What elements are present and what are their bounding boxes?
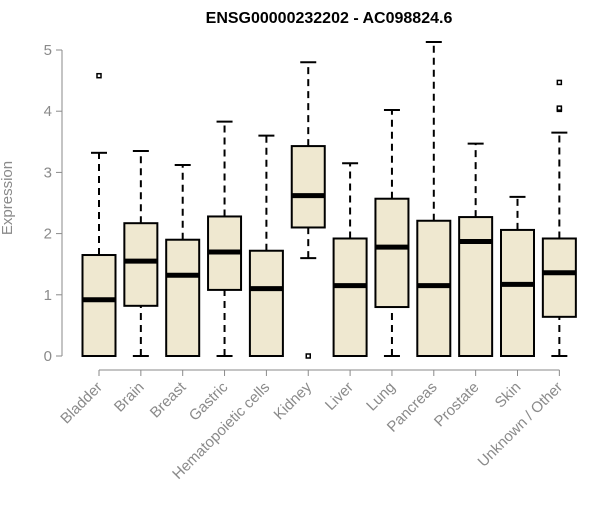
x-tick-label: Liver — [322, 379, 357, 414]
outlier-point — [556, 79, 563, 86]
outlier-point — [96, 72, 102, 79]
box-pancreas — [416, 41, 452, 357]
outlier-point — [556, 105, 563, 111]
y-tick-label: 1 — [44, 287, 52, 304]
x-tick-label: Brain — [111, 379, 148, 416]
x-tick-label: Breast — [147, 378, 190, 421]
box-gastric — [207, 120, 243, 357]
y-tick-label: 5 — [44, 42, 52, 59]
y-tick-label: 4 — [44, 103, 52, 120]
x-tick-label: Lung — [363, 379, 399, 415]
x-tick-label: Bladder — [57, 379, 106, 428]
y-tick-label: 2 — [44, 226, 52, 243]
box-iqr — [541, 237, 577, 318]
box-brain — [123, 149, 159, 357]
box-iqr — [416, 219, 452, 357]
box-iqr — [332, 237, 368, 357]
chart-title: ENSG00000232202 - AC098824.6 — [206, 10, 453, 27]
outlier-point — [305, 353, 311, 359]
box-iqr — [500, 228, 535, 357]
x-tick-label: Skin — [492, 379, 525, 412]
y-axis: 0 1 2 3 4 5 — [44, 42, 63, 365]
box-hematopoietic-cells — [248, 134, 284, 357]
y-tick-label: 3 — [44, 164, 52, 181]
box-iqr — [81, 254, 117, 358]
box-unknown-other — [541, 79, 577, 357]
box-iqr — [248, 249, 284, 357]
box-bladder — [81, 72, 117, 358]
box-skin — [500, 195, 535, 357]
box-liver — [332, 162, 368, 357]
box-iqr — [290, 145, 326, 229]
box-iqr — [458, 216, 494, 357]
x-tick-label: Prostate — [431, 379, 483, 431]
box-kidney — [290, 61, 326, 359]
box-iqr — [165, 238, 201, 357]
box-iqr — [374, 197, 410, 309]
y-tick-label: 0 — [44, 348, 52, 365]
x-tick-label: Kidney — [271, 378, 316, 423]
boxes-group — [81, 41, 577, 359]
box-breast — [165, 164, 201, 357]
box-lung — [374, 108, 410, 357]
box-iqr — [123, 222, 159, 307]
y-axis-title: Expression — [0, 161, 16, 235]
box-prostate — [458, 142, 494, 357]
